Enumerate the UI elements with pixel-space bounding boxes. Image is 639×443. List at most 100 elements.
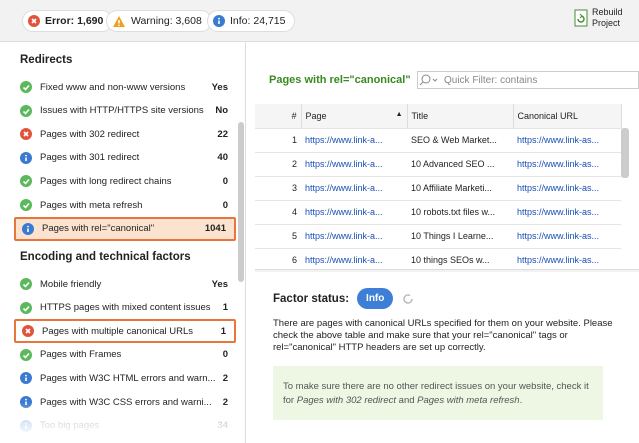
factor-value: 1 — [222, 302, 228, 314]
err-icon — [28, 15, 40, 27]
warning-text: Warning: 3,608 — [131, 15, 202, 27]
filter-placeholder: Quick Filter: contains — [444, 74, 538, 86]
factor-name: Pages with meta refresh — [40, 199, 143, 211]
factor-row[interactable]: Pages with meta refresh 0 — [14, 193, 236, 217]
table-cell: https://www.link-as... — [513, 248, 621, 273]
ok-icon — [20, 199, 32, 211]
ok-icon — [20, 301, 32, 314]
table-row[interactable]: 1 https://www.link-a... SEO & Web Market..… — [255, 128, 621, 153]
factor-name: Pages with 301 redirect — [40, 152, 140, 164]
ok-icon — [20, 348, 32, 361]
factor-row[interactable]: Pages with W3C HTML errors and warn... 2 — [14, 366, 236, 390]
ok-icon — [20, 278, 32, 290]
column-header[interactable]: # — [255, 104, 302, 129]
factor-name: Issues with HTTP/HTTPS site versions — [40, 105, 204, 117]
section-title: Encoding and technical factors — [20, 251, 191, 263]
table-cell: SEO & Web Market... — [407, 128, 513, 153]
column-header[interactable]: Canonical URL — [513, 104, 622, 129]
ok-icon — [20, 81, 32, 93]
table-cell: https://www.link-as... — [513, 200, 621, 225]
table-cell: 6 — [255, 248, 301, 273]
factor-row[interactable]: HTTPS pages with mixed content issues 1 — [14, 296, 236, 320]
header-row: # Page ▲ Title Canonical URL — [255, 104, 622, 129]
info-icon — [22, 222, 34, 235]
column-header[interactable]: Title — [407, 104, 514, 129]
factor-row[interactable]: Pages with 302 redirect 22 — [14, 122, 236, 146]
factor-value: No — [215, 105, 228, 117]
factor-row[interactable]: Issues with HTTP/HTTPS site versions No — [14, 99, 236, 123]
table-cell: https://www.link-a... — [301, 128, 407, 153]
table-cell: 10 robots.txt files w... — [407, 200, 513, 225]
fade — [0, 402, 238, 443]
table-cell: https://www.link-a... — [301, 224, 407, 249]
factor-row[interactable]: Pages with 301 redirect 40 — [14, 146, 236, 170]
factor-description: There are pages with canonical URLs spec… — [273, 318, 613, 353]
table-cell: https://www.link-a... — [301, 176, 407, 201]
factor-name: Pages with W3C HTML errors and warn... — [40, 372, 216, 384]
search-icon — [419, 74, 438, 86]
factor-value: 22 — [217, 128, 228, 140]
table-cell: https://www.link-as... — [513, 224, 621, 249]
column-header[interactable]: Page ▲ — [301, 104, 408, 129]
note-link[interactable]: Pages with meta refresh — [417, 395, 520, 406]
warning-icon — [113, 15, 125, 27]
info-count[interactable]: Info: 24,715 — [207, 10, 296, 32]
note-box: To make sure there are no other redirect… — [273, 366, 603, 420]
table-row[interactable]: 3 https://www.link-a... 10 Affiliate Marke… — [255, 176, 621, 201]
table-cell: https://www.link-a... — [301, 248, 407, 273]
note-link[interactable]: Pages with 302 redirect — [296, 395, 397, 406]
table-cell: 10 Things I Learne... — [407, 224, 513, 249]
factor-label: Factor status: — [273, 292, 350, 305]
factor-value: Yes — [211, 81, 228, 93]
table-cell: https://www.link-as... — [513, 176, 621, 201]
factor-panel: Factor status: Info There are pages with… — [255, 272, 639, 443]
table-row[interactable]: 6 https://www.link-a... 10 things SEOs w..… — [255, 248, 621, 273]
table-cell: 4 — [255, 200, 301, 225]
factor-row[interactable]: Pages with rel="canonical" 1041 — [14, 216, 236, 241]
table-row[interactable]: 2 https://www.link-a... 10 Advanced SEO ..… — [255, 152, 621, 177]
factor-row[interactable]: Pages with long redirect chains 0 — [14, 169, 236, 193]
table-cell: 10 Affiliate Marketi... — [407, 176, 513, 201]
table-row[interactable]: 4 https://www.link-a... 10 robots.txt file… — [255, 200, 621, 225]
factor-value: 1 — [220, 325, 226, 337]
info-icon — [20, 151, 32, 164]
factor-row[interactable]: Pages with multiple canonical URLs 1 — [14, 319, 236, 344]
ok-icon — [20, 175, 32, 188]
factor-name: Pages with Frames — [40, 349, 122, 361]
info-text: Info: 24,715 — [230, 15, 286, 27]
factor-row[interactable]: Mobile friendly Yes — [14, 272, 236, 296]
data-table: # Page ▲ Title Canonical URL 1 https://www.lin… — [255, 104, 622, 273]
factor-row[interactable]: Fixed www and non-www versions Yes — [14, 75, 236, 99]
panel-title: Pages with rel="canonical" — [269, 74, 411, 86]
warning-count[interactable]: Warning: 3,608 — [106, 10, 212, 32]
info-icon — [20, 372, 32, 385]
factor-row[interactable]: Pages with Frames 0 — [14, 343, 236, 367]
factor-value: 1041 — [204, 223, 226, 235]
table-cell: https://www.link-a... — [301, 152, 407, 177]
sidebar: Redirects Fixed www and non-www versions Y… — [0, 42, 246, 443]
factor-name: Mobile friendly — [40, 278, 102, 290]
factor-value: 0 — [222, 349, 228, 361]
rebuild-icon — [574, 9, 588, 27]
factor-value: 0 — [222, 175, 228, 187]
factor-name: HTTPS pages with mixed content issues — [40, 302, 211, 314]
scrollbar[interactable] — [238, 122, 244, 282]
factor-name: Fixed www and non-www versions — [40, 81, 186, 93]
table-scrollbar[interactable] — [621, 128, 629, 178]
rebuild-button[interactable]: Rebuild Project — [574, 7, 623, 29]
ok-icon — [20, 104, 32, 117]
table-cell: 3 — [255, 176, 301, 201]
table-row[interactable]: 5 https://www.link-a... 10 Things I Learne… — [255, 224, 621, 249]
info-icon — [213, 15, 225, 27]
error-count[interactable]: Error: 1,690 — [22, 10, 114, 32]
err-icon — [22, 325, 34, 338]
error-text: Error: 1,690 — [45, 15, 104, 27]
refresh-icon[interactable] — [401, 292, 415, 306]
table-cell: https://www.link-a... — [301, 200, 407, 225]
table-cell: 5 — [255, 224, 301, 249]
factor-value: 2 — [222, 372, 228, 384]
quick-filter[interactable]: Quick Filter: contains — [417, 71, 639, 89]
note-text: . — [519, 395, 523, 406]
factor-name: Pages with multiple canonical URLs — [42, 325, 194, 337]
